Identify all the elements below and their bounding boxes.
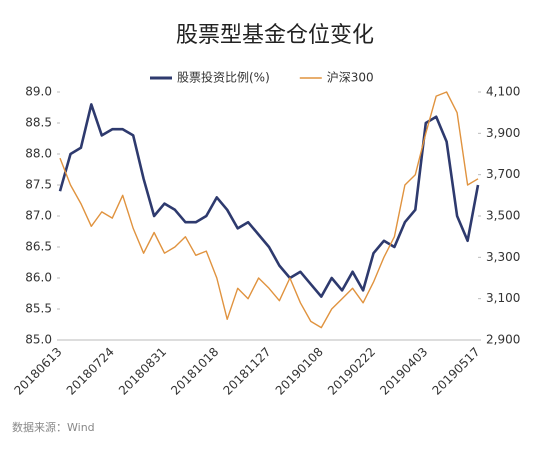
y2-tick-label: 3,700 (486, 167, 520, 181)
source-note: 数据来源：Wind (12, 420, 95, 434)
y-tick-label: 85.5 (25, 302, 52, 316)
y-tick-label: 87.5 (25, 178, 52, 192)
legend-label: 股票投资比例(%) (177, 70, 270, 85)
chart-title: 股票型基金仓位变化 (176, 23, 374, 48)
y-tick-label: 88.0 (25, 147, 52, 161)
y-tick-label: 87.0 (25, 209, 52, 223)
series-line (58, 103, 480, 298)
y2-tick-label: 3,100 (486, 291, 520, 305)
y2-tick-label: 4,100 (486, 85, 520, 99)
y-tick-label: 86.0 (25, 271, 52, 285)
y2-tick-label: 3,900 (486, 126, 520, 140)
y-tick-label: 88.5 (25, 116, 52, 130)
y-tick-label: 86.5 (25, 240, 52, 254)
y-tick-label: 85.0 (25, 333, 52, 347)
series-line (59, 91, 479, 329)
legend-label: 沪深300 (327, 71, 374, 85)
y2-tick-label: 3,500 (486, 209, 520, 223)
y2-tick-label: 3,300 (486, 250, 520, 264)
y-tick-label: 89.0 (25, 85, 52, 99)
y2-tick-label: 2,900 (486, 333, 520, 347)
